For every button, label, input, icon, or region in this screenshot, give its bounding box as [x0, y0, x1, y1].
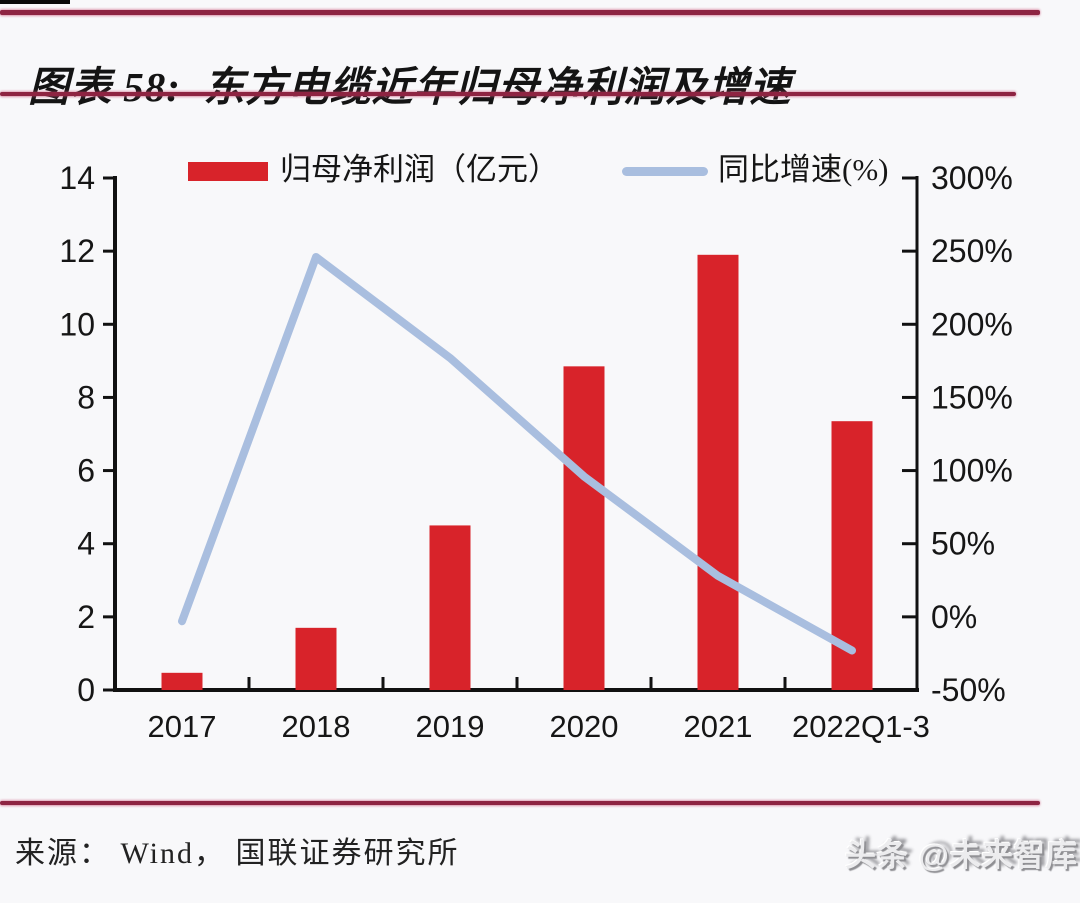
- right-tick-label: 150%: [931, 379, 1013, 415]
- right-tick-label: 300%: [931, 160, 1013, 196]
- bar-legend-swatch-icon: [188, 162, 268, 181]
- x-tick-label: 2022Q1-3: [792, 709, 930, 744]
- title-rule-top: [0, 10, 1040, 15]
- left-tick-label: 10: [59, 306, 95, 342]
- growth-line: [178, 253, 856, 655]
- left-tick-label: 12: [59, 233, 95, 269]
- left-tick-label: 0: [77, 672, 95, 708]
- line-legend-label: 同比增速(%): [718, 152, 889, 187]
- right-tick-label: 200%: [931, 306, 1013, 342]
- bar-legend-label: 归母净利润（亿元）: [280, 152, 559, 187]
- source-text: 来源： Wind， 国联证券研究所: [15, 837, 460, 870]
- x-tick-label: 2021: [684, 709, 753, 744]
- bar-2018: [295, 627, 337, 690]
- right-tick-label: 100%: [931, 453, 1013, 489]
- legend: 归母净利润（亿元） 同比增速(%): [0, 148, 1080, 192]
- bar-2017: [161, 672, 203, 690]
- bar-2021: [697, 254, 739, 691]
- right-tick-label: -50%: [931, 672, 1006, 708]
- line-legend-swatch-icon: [622, 167, 708, 176]
- bar-2020: [563, 366, 605, 690]
- watermark: 头条 @未来智库 头条 @未来智库: [845, 830, 1080, 890]
- title-rule-bottom: [0, 92, 1016, 96]
- right-tick-label: 250%: [931, 233, 1013, 269]
- left-tick-label: 4: [77, 526, 95, 562]
- right-tick-label: 50%: [931, 526, 995, 562]
- watermark-ghost: 头条 @未来智库: [849, 834, 1080, 869]
- x-tick-label: 2019: [416, 709, 485, 744]
- x-tick-label: 2020: [550, 709, 619, 744]
- right-tick-label: 0%: [931, 599, 977, 635]
- left-tick-label: 6: [77, 453, 95, 489]
- watermark-text: 头条 @未来智库: [845, 838, 1078, 873]
- bar-2019: [429, 525, 471, 690]
- left-tick-label: 8: [77, 379, 95, 415]
- left-tick-label: 2: [77, 599, 95, 635]
- source-rule: [0, 801, 1040, 805]
- x-tick-label: 2018: [282, 709, 351, 744]
- top-edge-artifact: [0, 0, 70, 4]
- left-tick-label: 14: [59, 160, 95, 196]
- chart-title: 图表 58: 东方电缆近年归母净利润及增速: [28, 64, 792, 111]
- x-tick-label: 2017: [148, 709, 217, 744]
